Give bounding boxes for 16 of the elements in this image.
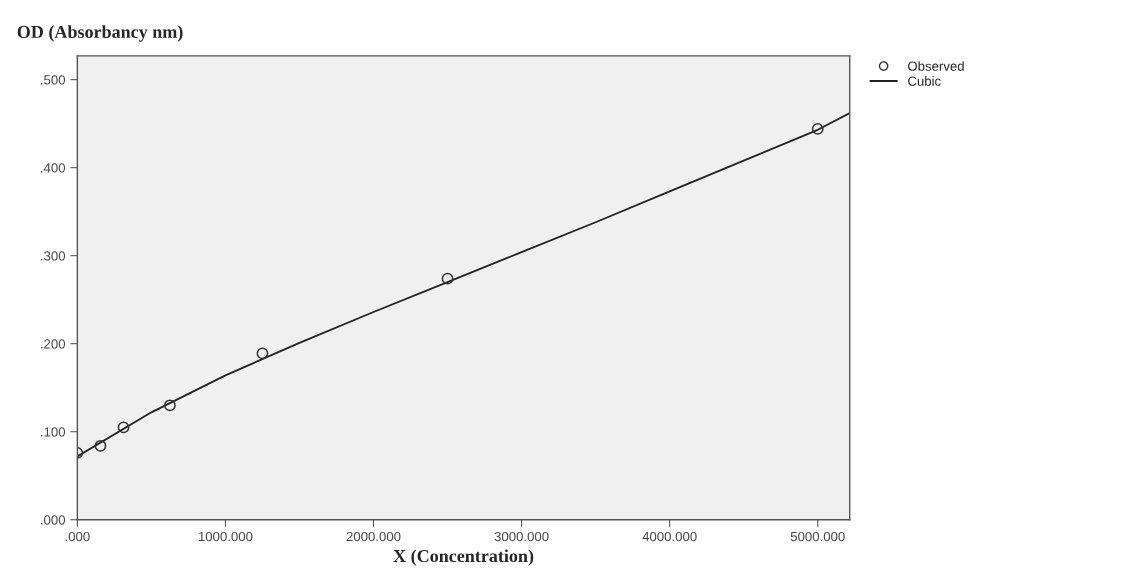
y-tick-label: .000: [41, 515, 66, 525]
y-axis-title: OD (Absorbancy nm): [17, 25, 183, 42]
x-tick-label: 3000.000: [494, 531, 549, 542]
x-axis-title: X (Concentration): [393, 549, 534, 566]
y-tick-label: .100: [41, 427, 66, 437]
x-tick-label: .000: [65, 531, 90, 542]
y-tick-label: .400: [41, 163, 66, 173]
x-tick-label: 5000.000: [790, 531, 845, 542]
x-tick-label: 4000.000: [642, 531, 697, 542]
y-tick-label: .200: [41, 339, 66, 349]
x-tick-label: 2000.000: [346, 531, 401, 542]
y-tick-label: .500: [41, 75, 66, 85]
legend-label: Observed: [908, 61, 964, 71]
legend-label: Cubic: [908, 76, 941, 86]
x-tick-label: 1000.000: [198, 531, 253, 542]
y-tick-label: .300: [41, 251, 66, 261]
